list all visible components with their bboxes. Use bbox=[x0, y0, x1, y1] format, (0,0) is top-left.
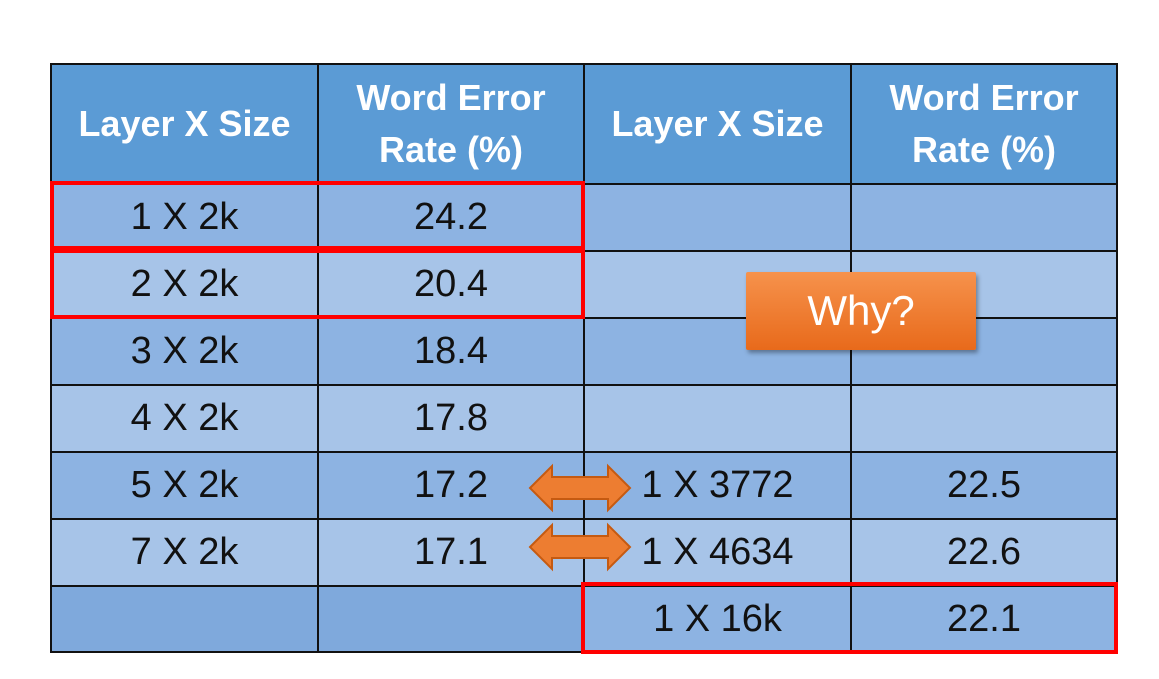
cell: 24.2 bbox=[317, 183, 585, 252]
cell bbox=[583, 384, 852, 453]
cell bbox=[850, 384, 1118, 453]
cell bbox=[583, 183, 852, 252]
double-arrow-icon bbox=[528, 522, 632, 572]
double-arrow-icon bbox=[528, 463, 632, 513]
table-row: 7 X 2k 17.1 1 X 4634 22.6 bbox=[50, 518, 1118, 587]
cell: 22.6 bbox=[850, 518, 1118, 587]
cell: 1 X 16k bbox=[583, 585, 852, 653]
cell: 1 X 2k bbox=[50, 183, 319, 252]
cell: 17.8 bbox=[317, 384, 585, 453]
header-row: Layer X Size Word Error Rate (%) Layer X… bbox=[50, 63, 1118, 185]
cell: 2 X 2k bbox=[50, 250, 319, 319]
cell: 5 X 2k bbox=[50, 451, 319, 520]
why-callout: Why? bbox=[746, 272, 976, 350]
cell: 20.4 bbox=[317, 250, 585, 319]
cell: 3 X 2k bbox=[50, 317, 319, 386]
cell bbox=[50, 585, 319, 653]
table-row: 1 X 16k 22.1 bbox=[50, 585, 1118, 653]
comparison-table: Layer X Size Word Error Rate (%) Layer X… bbox=[50, 63, 1118, 653]
table-row: 1 X 2k 24.2 bbox=[50, 183, 1118, 252]
cell: 18.4 bbox=[317, 317, 585, 386]
cell bbox=[850, 183, 1118, 252]
table-row: 4 X 2k 17.8 bbox=[50, 384, 1118, 453]
header-layer-size-right: Layer X Size bbox=[583, 63, 852, 185]
header-layer-size-left: Layer X Size bbox=[50, 63, 319, 185]
cell: 7 X 2k bbox=[50, 518, 319, 587]
cell: 4 X 2k bbox=[50, 384, 319, 453]
header-wer-right: Word Error Rate (%) bbox=[850, 63, 1118, 185]
cell bbox=[317, 585, 585, 653]
table-row: 2 X 2k 20.4 bbox=[50, 250, 1118, 319]
cell: 1 X 4634 bbox=[583, 518, 852, 587]
cell: 22.5 bbox=[850, 451, 1118, 520]
cell: 17.1 bbox=[317, 518, 585, 587]
cell: 22.1 bbox=[850, 585, 1118, 653]
header-wer-left: Word Error Rate (%) bbox=[317, 63, 585, 185]
table-row: 5 X 2k 17.2 1 X 3772 22.5 bbox=[50, 451, 1118, 520]
